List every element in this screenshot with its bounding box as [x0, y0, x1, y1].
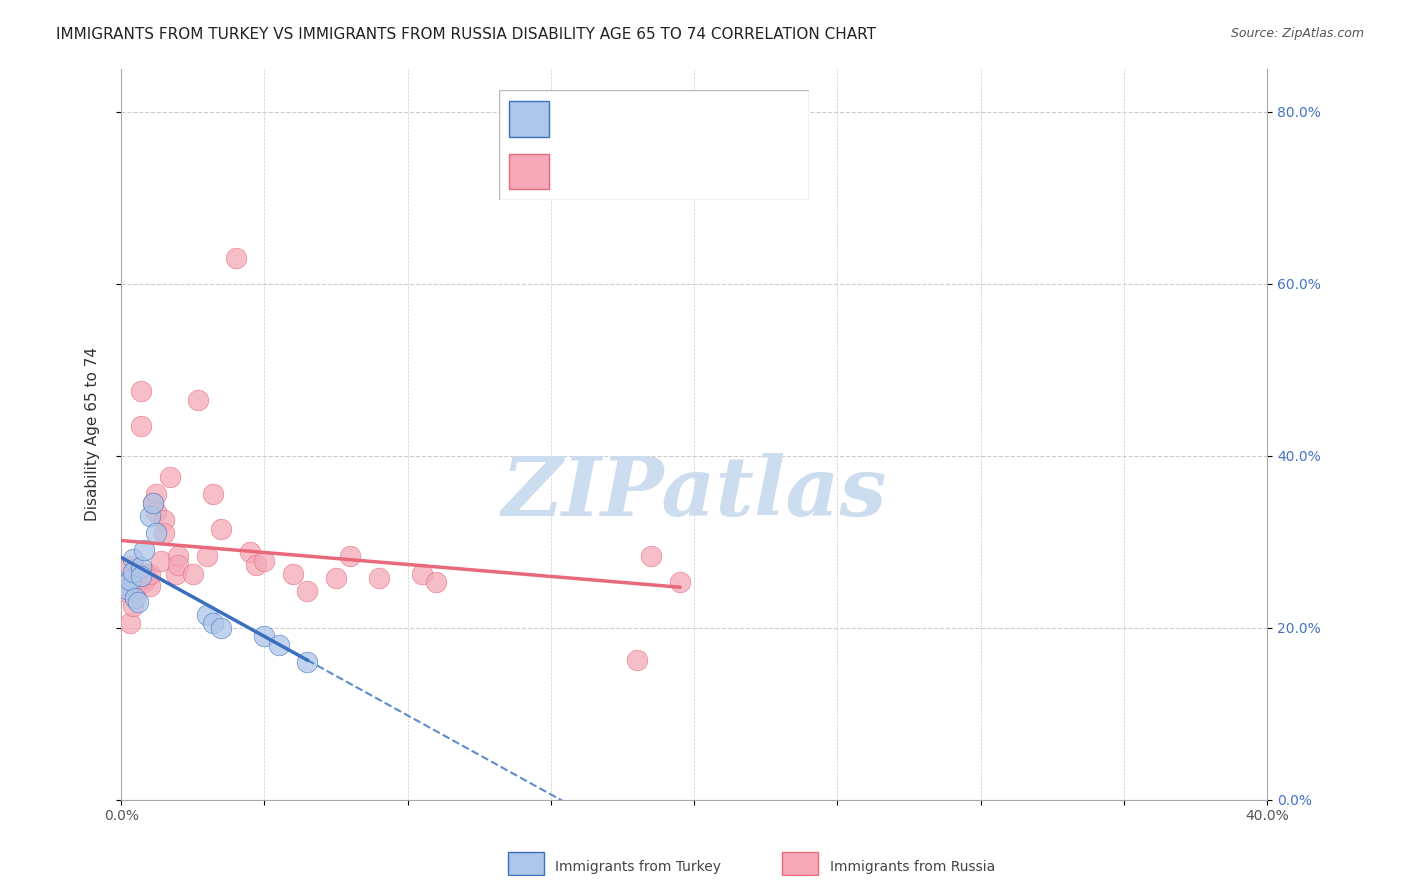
Point — [253, 553, 276, 567]
Point — [142, 496, 165, 510]
Point — [121, 565, 143, 579]
Text: Immigrants from Turkey: Immigrants from Turkey — [555, 860, 721, 874]
Point — [124, 562, 146, 576]
Point — [115, 584, 138, 599]
Point — [115, 582, 138, 596]
Point — [201, 487, 224, 501]
Text: IMMIGRANTS FROM TURKEY VS IMMIGRANTS FROM RUSSIA DISABILITY AGE 65 TO 74 CORRELA: IMMIGRANTS FROM TURKEY VS IMMIGRANTS FRO… — [56, 27, 876, 42]
Point — [640, 549, 662, 564]
Point — [368, 571, 391, 585]
Point — [167, 558, 190, 572]
Point — [145, 487, 167, 501]
Point — [132, 566, 155, 581]
Point — [411, 566, 433, 581]
Point — [129, 569, 152, 583]
Point — [127, 579, 149, 593]
Point — [668, 575, 690, 590]
Point — [150, 553, 173, 567]
Point — [124, 583, 146, 598]
Point — [127, 566, 149, 581]
FancyBboxPatch shape — [508, 852, 544, 875]
Point — [239, 545, 262, 559]
Point — [167, 549, 190, 564]
Point — [325, 571, 347, 585]
Point — [225, 251, 247, 265]
Point — [165, 566, 187, 581]
Point — [245, 558, 267, 572]
Point — [139, 579, 162, 593]
Point — [159, 470, 181, 484]
Point — [139, 566, 162, 581]
Point — [195, 607, 218, 622]
Point — [339, 549, 361, 564]
Point — [118, 574, 141, 588]
Point — [145, 526, 167, 541]
Point — [201, 616, 224, 631]
Text: Immigrants from Russia: Immigrants from Russia — [830, 860, 995, 874]
Point — [209, 522, 232, 536]
Point — [253, 629, 276, 643]
Point — [129, 560, 152, 574]
FancyBboxPatch shape — [782, 852, 818, 875]
Point — [115, 579, 138, 593]
Text: ZIPatlas: ZIPatlas — [502, 452, 887, 533]
Point — [209, 621, 232, 635]
Point — [121, 599, 143, 614]
Point — [121, 552, 143, 566]
Point — [132, 543, 155, 558]
Point — [281, 566, 304, 581]
Point — [187, 392, 209, 407]
Point — [267, 638, 290, 652]
Point — [132, 575, 155, 590]
Point — [129, 384, 152, 398]
Point — [121, 571, 143, 585]
Point — [181, 566, 204, 581]
Point — [129, 418, 152, 433]
Point — [142, 496, 165, 510]
Point — [297, 655, 319, 669]
Point — [145, 505, 167, 519]
Point — [112, 577, 135, 591]
Point — [297, 583, 319, 598]
Point — [153, 513, 176, 527]
Point — [118, 616, 141, 631]
Point — [139, 508, 162, 523]
Point — [135, 571, 157, 585]
Point — [112, 577, 135, 591]
Point — [124, 591, 146, 605]
Point — [127, 575, 149, 590]
Point — [626, 653, 648, 667]
Point — [153, 526, 176, 541]
Y-axis label: Disability Age 65 to 74: Disability Age 65 to 74 — [86, 347, 100, 521]
Point — [127, 595, 149, 609]
Point — [195, 549, 218, 564]
Text: Source: ZipAtlas.com: Source: ZipAtlas.com — [1230, 27, 1364, 40]
Point — [118, 558, 141, 573]
Point — [425, 575, 447, 590]
